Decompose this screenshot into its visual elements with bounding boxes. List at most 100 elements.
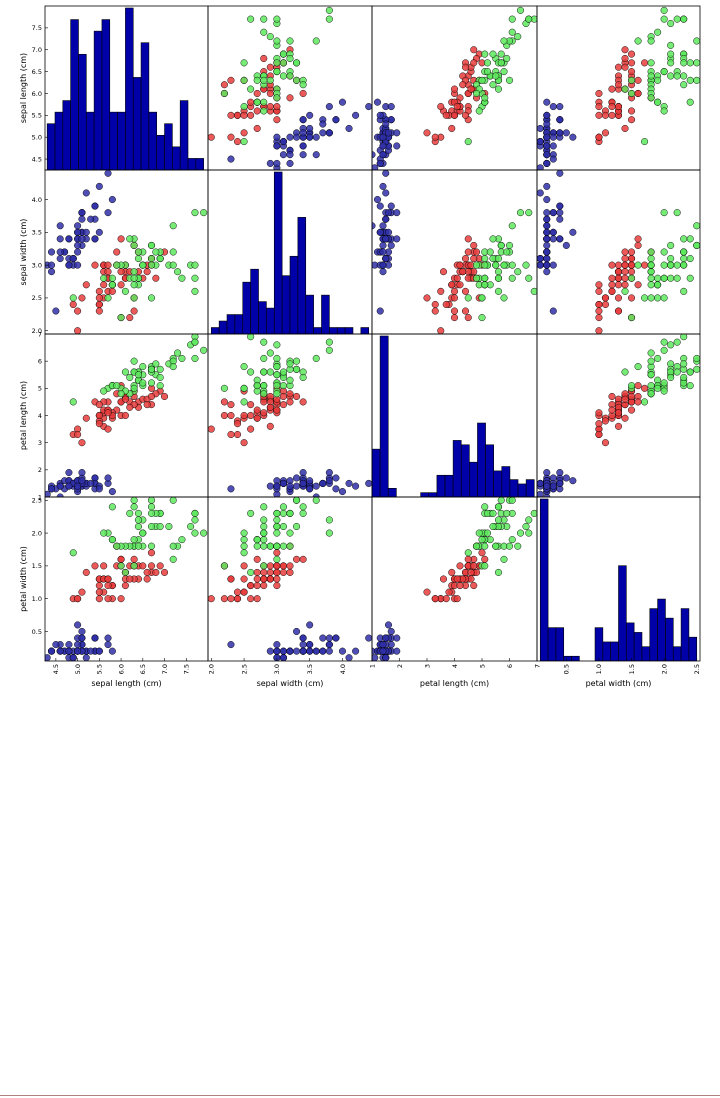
scatter-point	[273, 382, 281, 390]
scatter-point	[387, 202, 395, 210]
scatter-point	[654, 294, 662, 302]
scatter-point	[595, 89, 603, 97]
scatter-point	[306, 111, 314, 119]
scatter-point	[525, 209, 533, 217]
scatter-point	[260, 542, 268, 550]
scatter-point	[240, 363, 248, 371]
scatter-point	[382, 170, 390, 177]
scatter-point	[543, 195, 551, 204]
scatter-point	[516, 209, 525, 217]
scatter-point	[266, 482, 274, 490]
scatter-point	[464, 138, 472, 146]
scatter-point	[247, 368, 255, 376]
histogram-bar	[156, 134, 165, 170]
scatter-point	[608, 103, 616, 111]
scatter-point	[556, 170, 564, 177]
scatter-point	[121, 582, 129, 590]
scatter-point	[169, 248, 177, 256]
scatter-point	[260, 582, 268, 590]
scatter-point	[266, 575, 274, 583]
scatter-point	[660, 379, 668, 387]
scatter-point	[508, 15, 516, 23]
scatter-point	[95, 294, 103, 302]
scatter-point	[126, 575, 134, 583]
scatter-point	[273, 371, 281, 379]
histogram-bar	[680, 608, 690, 661]
scatter-point	[279, 522, 287, 531]
scatter-point	[647, 255, 655, 263]
scatter-point	[161, 568, 169, 576]
scatter-point	[373, 98, 382, 106]
scatter-point	[247, 15, 255, 23]
scatter-point	[306, 124, 314, 132]
scatter-point	[95, 582, 103, 590]
histogram-bar	[195, 158, 204, 170]
scatter-point	[69, 294, 77, 302]
histogram-bar	[164, 123, 173, 170]
scatter-point	[126, 235, 134, 243]
scatter-point	[152, 248, 160, 256]
scatter-point	[306, 621, 314, 629]
scatter-point	[312, 647, 320, 655]
scatter-point	[478, 549, 486, 557]
scatter-point	[240, 398, 248, 406]
scatter-point	[47, 485, 56, 493]
scatter-point	[680, 261, 688, 269]
scatter-point	[240, 439, 248, 447]
scatter-point	[117, 562, 125, 570]
scatter-point	[260, 54, 268, 63]
scatter-point	[130, 562, 138, 570]
scatter-point	[628, 248, 636, 256]
scatter-point	[379, 133, 387, 141]
scatter-point	[253, 414, 261, 422]
scatter-point	[549, 133, 557, 141]
scatter-point	[247, 334, 255, 341]
scatter-point	[91, 235, 99, 243]
scatter-point	[260, 15, 268, 23]
scatter-point	[240, 103, 248, 111]
y-tick-label: 0.5	[32, 628, 42, 636]
scatter-point	[667, 341, 675, 349]
scatter-point	[240, 76, 248, 84]
scatter-point	[279, 59, 287, 67]
scatter-point	[56, 222, 64, 230]
scatter-point	[481, 555, 489, 563]
scatter-point	[227, 401, 235, 409]
scatter-point	[286, 94, 294, 102]
y-tick-label: 5.0	[32, 134, 42, 142]
scatter-point	[247, 411, 255, 420]
panel-frame	[207, 5, 373, 171]
scatter-point	[325, 103, 333, 111]
scatter-point	[595, 314, 603, 322]
scatter-point	[549, 261, 557, 269]
scatter-point	[352, 647, 360, 655]
histogram-bar	[517, 483, 527, 497]
scatter-point	[505, 241, 514, 249]
scatter-point	[240, 384, 248, 392]
panel-sw-vs-pl	[372, 170, 537, 334]
scatter-point	[325, 516, 333, 524]
scatter-point	[100, 562, 108, 570]
scatter-point	[169, 555, 177, 563]
scatter-point	[634, 398, 642, 406]
scatter-point	[74, 248, 82, 256]
scatter-point	[273, 647, 281, 655]
panel-sl-vs-sw	[208, 6, 372, 170]
scatter-point	[453, 103, 461, 111]
scatter-point	[464, 248, 472, 256]
y-axis-label: petal length (cm)	[19, 381, 28, 450]
scatter-point	[667, 241, 675, 249]
scatter-point	[543, 120, 551, 128]
scatter-point	[227, 641, 235, 649]
panel-pl-vs-pl	[372, 335, 535, 497]
scatter-point	[634, 382, 642, 390]
scatter-point	[273, 341, 281, 349]
scatter-point	[220, 384, 228, 392]
scatter-point	[147, 379, 156, 387]
scatter-point	[273, 142, 281, 150]
panel-pl-vs-sw	[208, 334, 372, 497]
scatter-point	[78, 469, 86, 477]
scatter-point	[104, 634, 112, 642]
scatter-point	[130, 503, 138, 511]
scatter-point	[481, 562, 489, 570]
